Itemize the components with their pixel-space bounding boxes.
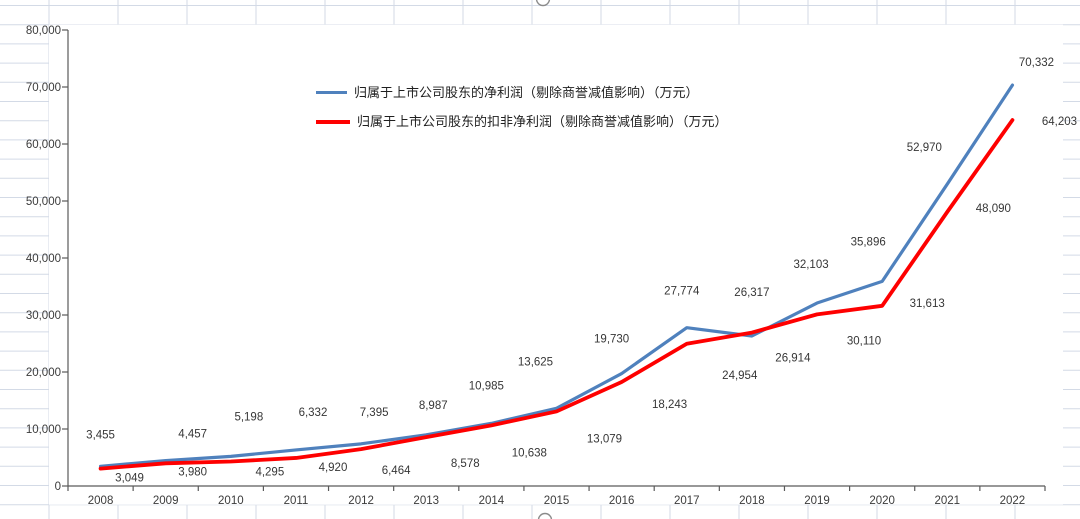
data-label: 64,203 (1042, 116, 1077, 128)
data-label: 70,332 (1019, 57, 1054, 69)
y-axis-tick-label: 20,000 (26, 367, 61, 379)
chart-selection-handle-bottom[interactable] (537, 512, 553, 519)
series-line-net-profit[interactable] (98, 83, 1015, 468)
data-label: 3,980 (178, 466, 207, 478)
data-label: 10,985 (469, 380, 504, 392)
x-axis-tick-label: 2016 (609, 495, 635, 507)
chart-legend: 归属于上市公司股东的净利润（剔除商誉减值影响）（万元） 归属于上市公司股东的扣非… (316, 82, 728, 132)
data-label: 27,774 (664, 286, 700, 298)
data-label: 5,198 (234, 411, 263, 423)
legend-label-net-profit: 归属于上市公司股东的净利润（剔除商誉减值影响）（万元） (354, 85, 699, 100)
y-axis-tick-label: 40,000 (26, 253, 61, 265)
data-label: 13,079 (587, 433, 622, 445)
x-axis-tick-label: 2013 (413, 495, 439, 507)
data-label: 8,578 (451, 458, 480, 470)
data-label: 4,457 (178, 429, 207, 441)
data-label: 26,914 (775, 353, 811, 365)
x-axis-tick-label: 2008 (88, 495, 114, 507)
x-axis-tick-label: 2009 (153, 495, 179, 507)
legend-line-swatch-red (316, 119, 350, 124)
y-axis-tick-label: 50,000 (26, 196, 61, 208)
y-axis-tick-label: 70,000 (26, 82, 61, 94)
x-axis-tick-label: 2019 (804, 495, 830, 507)
data-label: 8,987 (419, 400, 448, 412)
x-axis-tick-label: 2021 (935, 495, 961, 507)
y-axis-tick-label: 30,000 (26, 310, 61, 322)
data-label: 24,954 (722, 370, 758, 382)
data-label: 3,455 (86, 429, 115, 441)
data-label: 18,243 (652, 399, 687, 411)
x-axis-tick-label: 2018 (739, 495, 765, 507)
data-label: 10,638 (512, 447, 547, 459)
chart-selection-handle-top[interactable] (535, 0, 551, 7)
data-label: 35,896 (851, 236, 886, 248)
x-axis-tick-label: 2011 (284, 495, 309, 507)
y-axis-tick-label: 80,000 (26, 25, 61, 37)
x-axis-tick-label: 2020 (869, 495, 895, 507)
y-axis-tick-label: 0 (55, 481, 61, 493)
data-label: 3,049 (115, 473, 144, 485)
legend-item-net-profit[interactable]: 归属于上市公司股东的净利润（剔除商誉减值影响）（万元） (316, 82, 728, 103)
data-label: 6,464 (382, 465, 411, 477)
data-label: 48,090 (976, 203, 1011, 215)
data-label: 7,395 (360, 407, 389, 419)
data-label: 32,103 (793, 259, 828, 271)
data-label: 13,625 (518, 356, 553, 368)
data-label: 4,920 (319, 462, 348, 474)
data-label: 26,317 (734, 287, 769, 299)
x-axis-tick-label: 2017 (674, 495, 700, 507)
x-axis-tick-label: 2012 (348, 495, 374, 507)
x-axis-tick-label: 2022 (1000, 495, 1026, 507)
y-axis-tick-label: 60,000 (26, 139, 61, 151)
legend-item-non-gaap-net-profit[interactable]: 归属于上市公司股东的扣非净利润（剔除商誉减值影响）（万元） (316, 111, 728, 132)
series-line-non-gaap-net-profit[interactable] (98, 118, 1015, 471)
x-axis-tick-label: 2010 (218, 495, 244, 507)
data-label: 19,730 (594, 334, 629, 346)
data-label: 4,295 (255, 467, 284, 479)
data-label: 31,613 (910, 298, 945, 310)
data-label: 52,970 (907, 142, 942, 154)
legend-label-non-gaap-net-profit: 归属于上市公司股东的扣非净利润（剔除商誉减值影响）（万元） (357, 114, 728, 129)
x-axis-tick-label: 2015 (544, 495, 570, 507)
data-label: 6,332 (299, 407, 328, 419)
data-label: 30,110 (847, 335, 881, 347)
y-axis-tick-label: 10,000 (26, 424, 61, 436)
x-axis-tick-label: 2014 (479, 495, 505, 507)
legend-line-swatch-blue (316, 91, 347, 94)
